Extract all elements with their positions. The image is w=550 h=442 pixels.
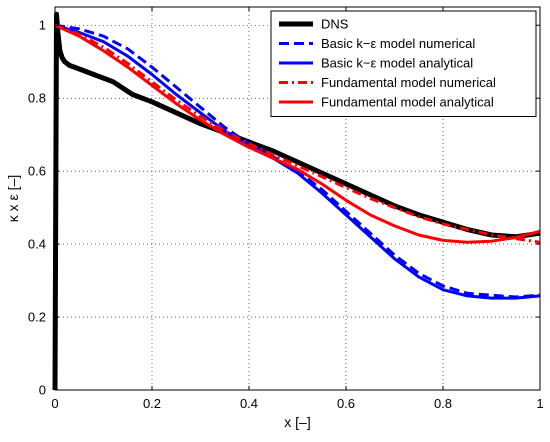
y-tick-label: 0.6 (28, 164, 46, 179)
legend-label: Fundamental model numerical (321, 75, 496, 90)
series-line-5 (54, 23, 541, 244)
axis-ticks: 0 0.2 0.4 0.6 0.8 1 0 0.2 0.4 0.6 0.8 1 (28, 7, 544, 411)
legend-label: DNS (321, 17, 349, 32)
x-tick-label: 0.4 (240, 396, 258, 411)
x-tick-label: 0.2 (143, 396, 161, 411)
y-tick-label: 0.8 (28, 91, 46, 106)
y-tick-label: 0.2 (28, 310, 46, 325)
legend-label: Basic k−ε model numerical (321, 36, 475, 51)
x-axis-label: x [–] (284, 414, 310, 430)
y-axis-label: κ x ε [–] (5, 175, 21, 222)
y-tick-label: 1 (39, 18, 46, 33)
series-lines (52, 11, 541, 391)
x-tick-label: 1 (536, 396, 543, 411)
x-tick-label: 0.8 (434, 396, 452, 411)
legend: DNS Basic k−ε model numerical Basic k−ε mo… (270, 10, 537, 117)
y-tick-label: 0 (39, 383, 46, 398)
series-line-2 (54, 23, 541, 299)
x-tick-label: 0 (51, 396, 58, 411)
legend-box (270, 10, 537, 117)
legend-label: Basic k−ε model analytical (321, 56, 473, 71)
legend-label: Fundamental model analytical (321, 95, 494, 110)
y-tick-label: 0.4 (28, 237, 46, 252)
series-line-3 (54, 23, 541, 300)
plot-frame (54, 6, 541, 391)
x-tick-label: 0.6 (337, 396, 355, 411)
